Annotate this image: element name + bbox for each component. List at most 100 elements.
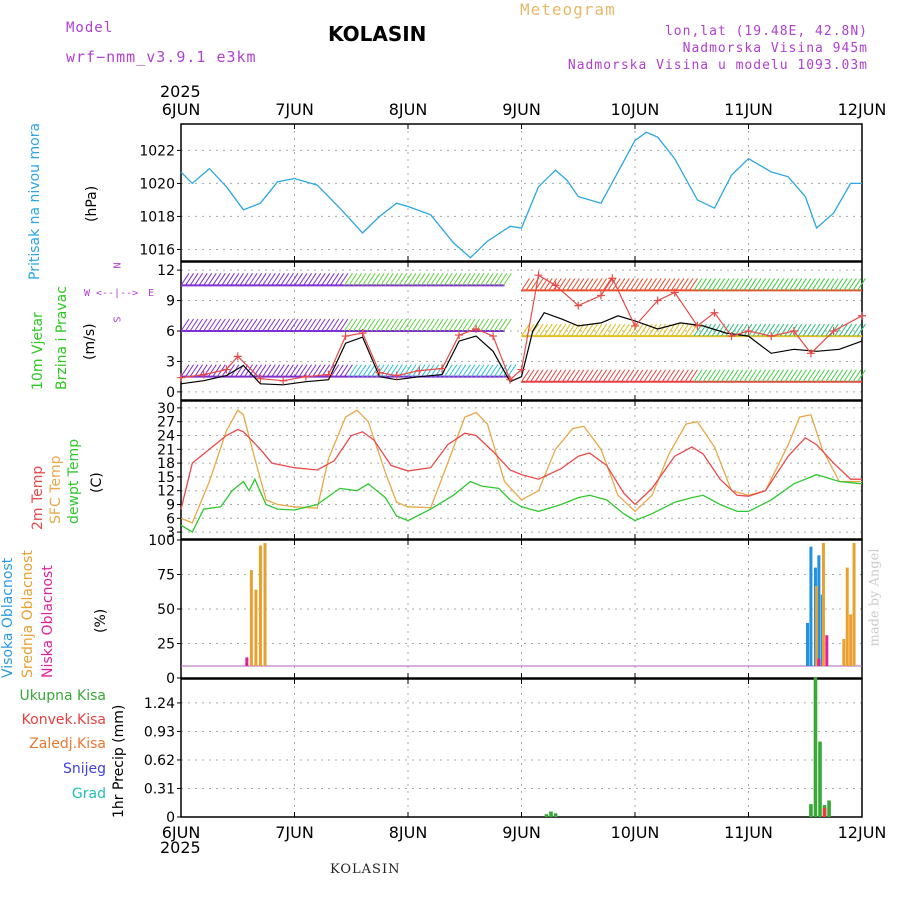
wind-barb (344, 273, 353, 286)
gust-marker (256, 374, 265, 383)
model-name: wrf−nmm_v3.9.1 e3km (66, 48, 257, 66)
wind-barb (566, 369, 576, 383)
wind-barb (421, 318, 431, 332)
wind-barb (521, 369, 530, 383)
wind-barb (702, 278, 712, 291)
wind-barb (552, 323, 562, 337)
y-tick-label: 18 (157, 456, 175, 472)
y-tick-label: 0 (166, 810, 175, 826)
wind-barb (316, 273, 326, 286)
wind-barb (262, 364, 272, 377)
wind-barb (498, 273, 508, 286)
wind-barb (661, 369, 671, 383)
wind-barb (675, 323, 685, 337)
y-tick-label: 12 (157, 263, 175, 279)
cloud-bar (845, 567, 849, 666)
gust-marker (653, 296, 662, 305)
wind-barb (507, 364, 517, 377)
date-label-top: 7JUN (275, 100, 314, 119)
wind-barb (244, 273, 253, 286)
wind-barb (189, 318, 199, 332)
sfc-temp-line (180, 409, 862, 524)
precip-bar (549, 811, 553, 817)
wind-barb (784, 323, 794, 337)
wind-barb (375, 273, 385, 286)
panel-precipitation: 0 0.31 0.62 0.93 1.24 (144, 678, 863, 826)
wind-barb (344, 364, 353, 377)
wind-barb (793, 369, 803, 383)
wind-barb (734, 369, 744, 383)
wind-barb (679, 278, 689, 291)
wind-barb (725, 278, 735, 291)
precip-bar (827, 800, 831, 817)
wind-barb (180, 364, 190, 377)
gust-marker (177, 373, 185, 382)
wind-barb (180, 273, 190, 286)
wind-barb (303, 318, 312, 332)
y-tick-label: 9 (166, 294, 175, 310)
wind-barb (212, 364, 222, 377)
wind-barb (843, 323, 853, 337)
gust-marker (199, 370, 208, 379)
wind-barb (298, 364, 308, 377)
wind-barb (294, 318, 303, 332)
cloud-bar (815, 586, 819, 666)
gust-marker (279, 376, 288, 385)
wind-barb (548, 323, 558, 337)
precip-bar (809, 804, 813, 817)
wind-barb (271, 273, 281, 286)
gust-marker (727, 332, 736, 341)
wind-barb (307, 273, 317, 286)
date-label-bottom: 11JUN (724, 823, 773, 842)
wind-barb (593, 323, 603, 337)
wind-barb (307, 364, 317, 377)
footer-station: KOLASIN (330, 862, 401, 877)
wind-barb (525, 278, 535, 291)
wind-barb (843, 369, 853, 383)
gust-marker (472, 324, 481, 333)
wind-barb (280, 364, 290, 377)
y-tick-label: 21 (157, 442, 175, 458)
wind-barb (371, 364, 381, 377)
wind-barb (698, 278, 707, 291)
wind-barb (620, 323, 630, 337)
wind-barb (857, 369, 866, 383)
wind-barb (212, 318, 222, 332)
panel-pressure: 1016 1018 1020 1022 (139, 123, 863, 262)
wind-barb (421, 273, 431, 286)
wind-barb (185, 273, 194, 286)
y-tick-label: 0.31 (144, 781, 175, 797)
wind-barb (298, 318, 308, 332)
wind-barb (471, 364, 480, 377)
gust-marker (551, 281, 560, 290)
compass-arrows-icon: <--|--> (96, 288, 139, 299)
wind-barb (534, 323, 544, 337)
gust-marker (608, 274, 617, 283)
wind-barb (652, 278, 662, 291)
gust-marker (829, 327, 838, 335)
wind-barb (353, 273, 362, 286)
wind-barb (462, 364, 471, 377)
wind-barb (552, 369, 562, 383)
wind-barb (534, 369, 544, 383)
wind-barb (185, 318, 194, 332)
model-altitude-label: Nadmorska Visina u modelu 1093.03m (567, 58, 868, 73)
wind-barb (679, 369, 689, 383)
wind-gust-markers (177, 271, 866, 385)
wind-barb (584, 323, 594, 337)
wind-barb (502, 318, 512, 332)
y-tick-label: 1020 (139, 176, 175, 192)
temp-2m-line (180, 428, 862, 510)
wind-barb (602, 323, 612, 337)
wind-barb (543, 323, 553, 337)
wind-barb (384, 318, 394, 332)
wind-barb (235, 273, 244, 286)
wind-barb (838, 278, 848, 291)
wind-barb (539, 323, 549, 337)
wind-barb (611, 278, 621, 291)
wind-barb (339, 273, 349, 286)
wind-barb (752, 323, 762, 337)
wind-barb (643, 278, 653, 291)
wind-barb (620, 278, 630, 291)
wind-barb (643, 369, 653, 383)
